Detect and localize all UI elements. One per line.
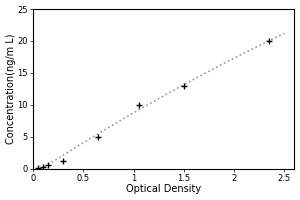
Y-axis label: Concentration(ng/m L): Concentration(ng/m L)	[6, 34, 16, 144]
X-axis label: Optical Density: Optical Density	[126, 184, 201, 194]
